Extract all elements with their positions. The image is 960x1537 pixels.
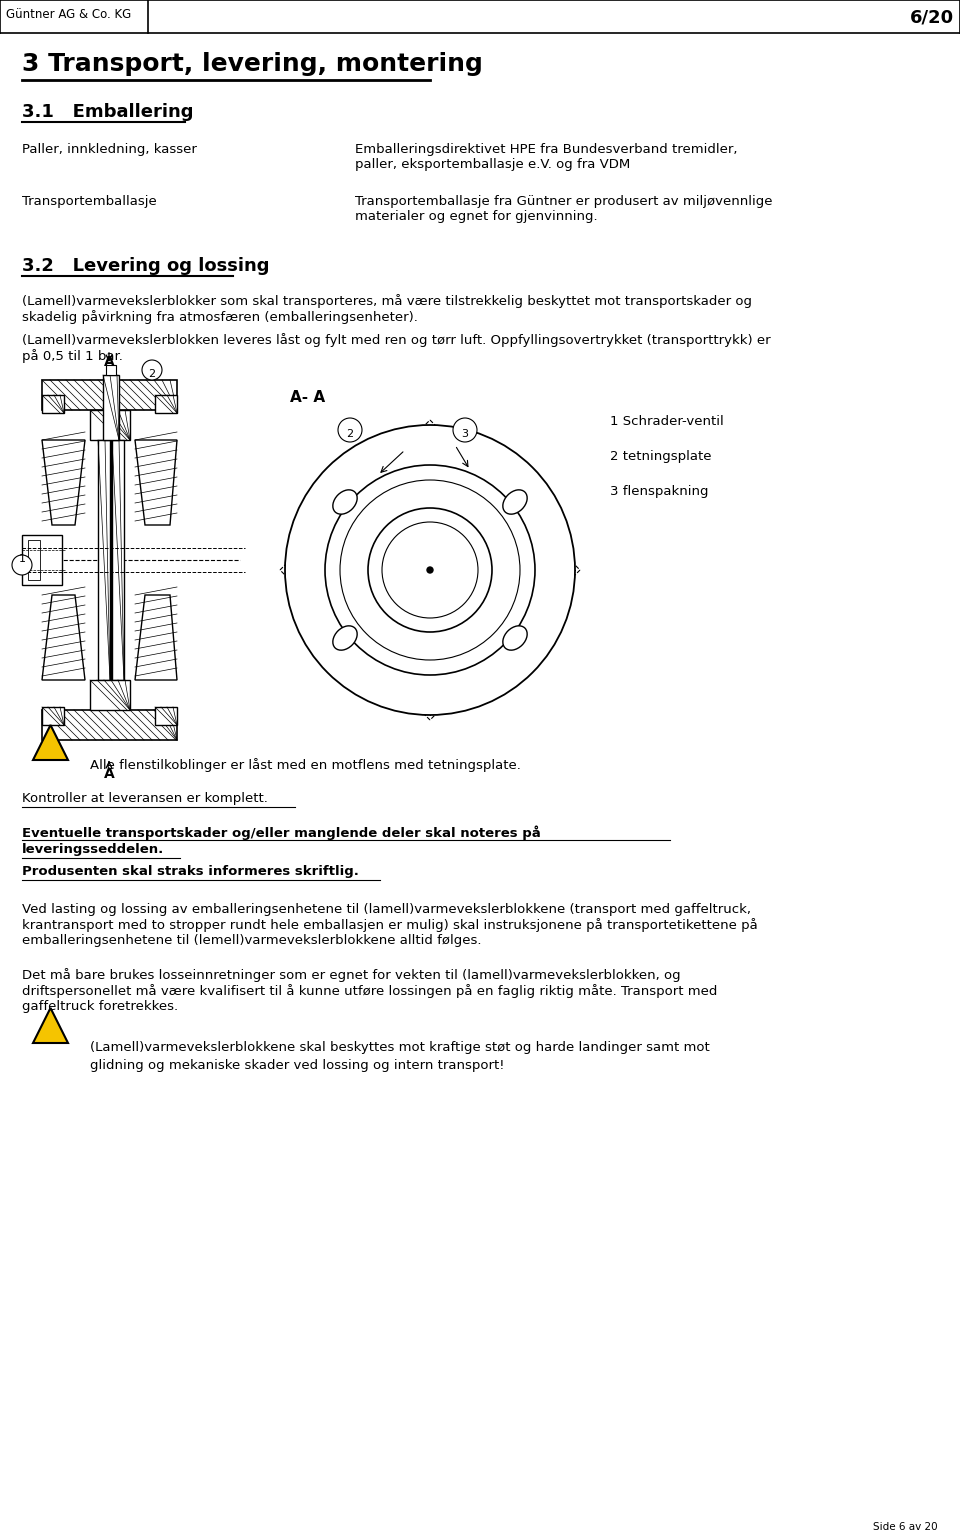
Bar [42, 395, 64, 413]
Circle shape [382, 523, 478, 618]
Bar [98, 440, 110, 679]
Ellipse shape [503, 626, 527, 650]
Text: Det må bare brukes losseinnretninger som er egnet for vekten til (lamell)varmeve: Det må bare brukes losseinnretninger som… [22, 968, 717, 1013]
Text: Eventuelle transportskader og/eller manglende deler skal noteres på: Eventuelle transportskader og/eller mang… [22, 825, 540, 839]
Text: Produsenten skal straks informeres skriftlig.: Produsenten skal straks informeres skrif… [22, 865, 359, 878]
Bar [155, 395, 177, 413]
Circle shape [340, 480, 520, 659]
Circle shape [453, 418, 477, 443]
Text: Güntner AG & Co. KG: Güntner AG & Co. KG [6, 8, 132, 22]
Circle shape [12, 555, 32, 575]
Circle shape [368, 509, 492, 632]
Polygon shape [42, 440, 85, 526]
Bar [22, 535, 62, 586]
Polygon shape [33, 725, 68, 759]
Circle shape [338, 418, 362, 443]
Bar [103, 375, 119, 440]
Text: Emballeringsdirektivet HPE fra Bundesverband tremidler,
paller, eksportemballasj: Emballeringsdirektivet HPE fra Bundesver… [355, 143, 737, 171]
Text: A: A [104, 355, 114, 369]
Text: 3.1   Emballering: 3.1 Emballering [22, 103, 194, 121]
Ellipse shape [333, 626, 357, 650]
Text: Kontroller at leveransen er komplett.: Kontroller at leveransen er komplett. [22, 792, 268, 805]
Polygon shape [42, 595, 85, 679]
Bar [42, 710, 177, 739]
Text: Transportemballasje fra Güntner er produsert av miljøvennlige
materialer og egne: Transportemballasje fra Güntner er produ… [355, 195, 773, 223]
Circle shape [427, 567, 433, 573]
Circle shape [142, 360, 162, 380]
Bar [106, 364, 116, 375]
Text: 2: 2 [149, 369, 156, 380]
Text: 1 Schrader-ventil: 1 Schrader-ventil [610, 415, 724, 427]
Text: (Lamell)varmevekslerblokker som skal transporteres, må være tilstrekkelig beskyt: (Lamell)varmevekslerblokker som skal tra… [22, 294, 752, 324]
Ellipse shape [333, 490, 357, 515]
Text: 6/20: 6/20 [910, 8, 954, 26]
Text: 3: 3 [462, 429, 468, 440]
Text: (Lamell)varmevekslerblokkene skal beskyttes mot kraftige støt og harde landinger: (Lamell)varmevekslerblokkene skal beskyt… [90, 1041, 709, 1054]
Text: 3.2   Levering og lossing: 3.2 Levering og lossing [22, 257, 270, 275]
Circle shape [325, 466, 535, 675]
Bar [42, 707, 64, 725]
Circle shape [285, 426, 575, 715]
Text: A- A: A- A [290, 390, 325, 406]
Text: !: ! [46, 1016, 55, 1036]
Text: Transportemballasje: Transportemballasje [22, 195, 156, 207]
Text: glidning og mekaniske skader ved lossing og intern transport!: glidning og mekaniske skader ved lossing… [90, 1059, 505, 1071]
Text: 2: 2 [347, 429, 353, 440]
Text: Alle flenstilkoblinger er låst med en motflens med tetningsplate.: Alle flenstilkoblinger er låst med en mo… [90, 758, 521, 772]
Text: Paller, innkledning, kasser: Paller, innkledning, kasser [22, 143, 197, 155]
Text: Side 6 av 20: Side 6 av 20 [874, 1522, 938, 1532]
Text: (Lamell)varmevekslerblokken leveres låst og fylt med ren og tørr luft. Oppfyllin: (Lamell)varmevekslerblokken leveres låst… [22, 334, 771, 363]
Text: leveringsseddelen.: leveringsseddelen. [22, 842, 164, 856]
Bar [42, 380, 177, 410]
Bar [28, 539, 40, 579]
Bar [112, 440, 124, 679]
Ellipse shape [503, 490, 527, 515]
Bar [90, 410, 130, 440]
Text: 1: 1 [18, 553, 26, 564]
Polygon shape [135, 595, 177, 679]
Text: A: A [104, 767, 114, 781]
Bar [110, 440, 112, 679]
Text: 3 Transport, levering, montering: 3 Transport, levering, montering [22, 52, 483, 75]
Polygon shape [135, 440, 177, 526]
Text: !: ! [46, 733, 55, 753]
Polygon shape [33, 1008, 68, 1044]
Bar [90, 679, 130, 710]
Text: 2 tetningsplate: 2 tetningsplate [610, 450, 711, 463]
Text: Ved lasting og lossing av emballeringsenhetene til (lamell)varmevekslerblokkene : Ved lasting og lossing av emballeringsen… [22, 904, 757, 947]
Bar [155, 707, 177, 725]
Text: 3 flenspakning: 3 flenspakning [610, 486, 708, 498]
